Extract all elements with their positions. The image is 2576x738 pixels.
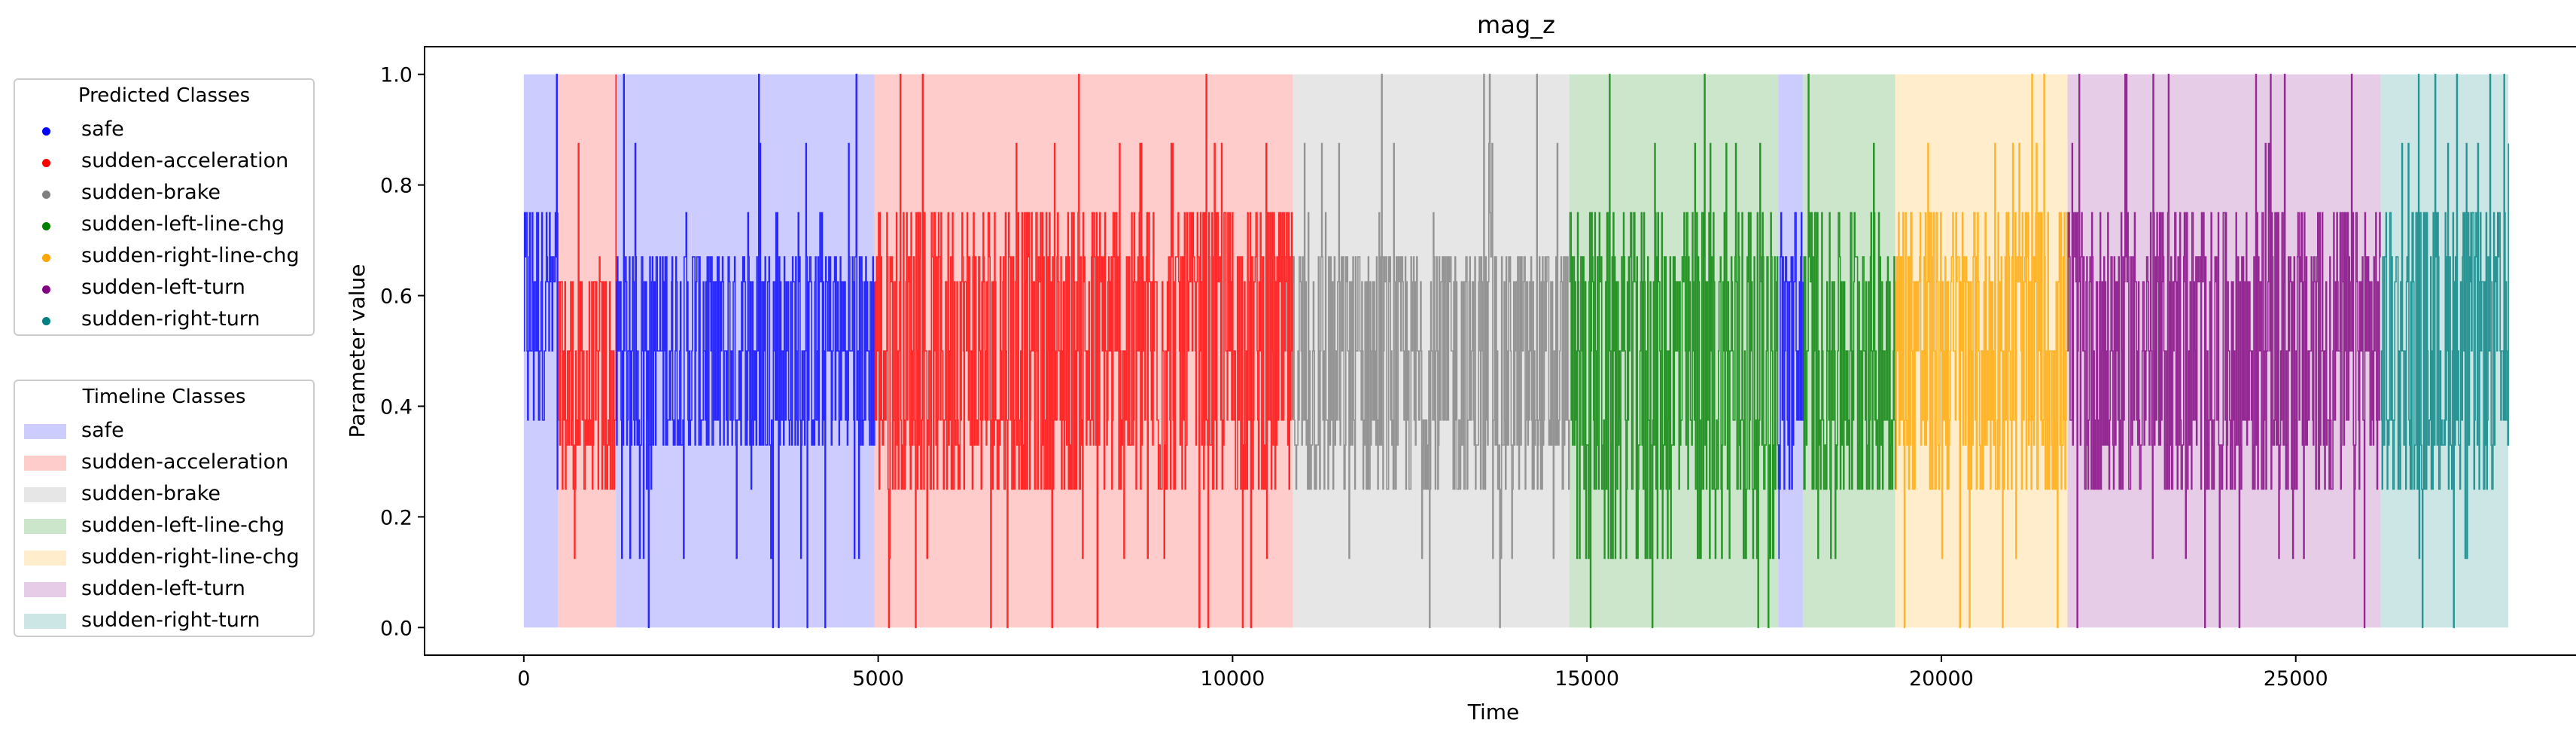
- predicted-legend-item-safe: safe: [15, 114, 313, 145]
- timeline-classes-legend: Timeline Classes safe sudden-acceleratio…: [14, 380, 315, 637]
- predicted-legend-item-sudden-left-turn: sudden-left-turn: [15, 273, 313, 303]
- legend-marker-icon: [42, 127, 50, 136]
- legend-label: sudden-right-line-chg: [81, 244, 300, 267]
- y-axis: 0.0 0.2 0.4 0.6 0.8 1.0: [380, 64, 425, 640]
- series-line-sudden-acceleration: [558, 74, 617, 560]
- legend-label: sudden-left-turn: [81, 276, 245, 299]
- legend-marker-icon: [42, 222, 50, 230]
- timeline-legend-title: Timeline Classes: [82, 386, 246, 408]
- legend-label: sudden-brake: [81, 482, 221, 505]
- series-line-sudden-left-line-chg: [1803, 73, 1896, 560]
- legend-marker-icon: [42, 254, 50, 262]
- predicted-legend-item-sudden-brake: sudden-brake: [15, 178, 313, 208]
- predicted-classes-legend: Predicted Classes safe sudden-accelerati…: [14, 78, 315, 336]
- timeline-legend-item-sudden-acceleration: sudden-acceleration: [15, 447, 313, 477]
- y-tick-label: 0.4: [380, 395, 413, 419]
- timeline-legend-item-sudden-left-turn: sudden-left-turn: [15, 574, 313, 604]
- timeline-legend-item-sudden-right-turn: sudden-right-turn: [15, 605, 313, 636]
- legend-patch-icon: [24, 487, 66, 502]
- legend-patch-icon: [24, 614, 66, 629]
- y-tick-label: 1.0: [380, 64, 413, 87]
- timeline-legend-item-sudden-right-line-chg: sudden-right-line-chg: [15, 542, 313, 572]
- series-line-sudden-brake: [1293, 73, 1570, 629]
- legend-label: sudden-right-line-chg: [81, 545, 300, 569]
- timeline-legend-item-sudden-left-line-chg: sudden-left-line-chg: [15, 511, 313, 541]
- legend-marker-icon: [42, 191, 50, 199]
- series-line-sudden-right-line-chg: [1895, 73, 2069, 629]
- series-line-safe: [523, 73, 559, 490]
- legend-marker-icon: [42, 159, 50, 167]
- series-line-sudden-right-turn: [2380, 73, 2509, 629]
- legend-label: sudden-acceleration: [81, 149, 289, 172]
- series-line-safe: [616, 73, 875, 629]
- legend-marker-icon: [42, 317, 50, 325]
- x-tick-label: 10000: [1200, 667, 1265, 691]
- legend-patch-icon: [24, 456, 66, 471]
- legend-patch-icon: [24, 582, 66, 597]
- x-tick-label: 15000: [1554, 667, 1619, 691]
- x-axis-label: Time: [1467, 700, 1520, 724]
- x-tick-label: 0: [517, 667, 530, 691]
- predicted-legend-title: Predicted Classes: [78, 84, 251, 107]
- y-tick-label: 0.6: [380, 285, 413, 309]
- legend-label: sudden-right-turn: [81, 608, 260, 632]
- y-tick-label: 0.2: [380, 506, 413, 529]
- series-line-safe: [1778, 212, 1804, 560]
- x-tick-label: 20000: [1909, 667, 1974, 691]
- predicted-legend-item-sudden-right-line-chg: sudden-right-line-chg: [15, 241, 313, 271]
- series-line-sudden-acceleration: [874, 73, 1294, 629]
- plot-frame: [424, 46, 2576, 656]
- timeline-legend-item-safe: safe: [15, 416, 313, 446]
- series-line-sudden-left-line-chg: [1569, 73, 1780, 629]
- timeline-band-sudden-acceleration: [874, 74, 1293, 628]
- y-axis-label: Parameter value: [345, 264, 370, 438]
- legend-label: sudden-brake: [81, 181, 221, 204]
- legend-patch-icon: [24, 519, 66, 534]
- predicted-legend-item-sudden-left-line-chg: sudden-left-line-chg: [15, 209, 313, 239]
- y-tick-label: 0.8: [380, 175, 413, 198]
- timeline-legend-item-sudden-brake: sudden-brake: [15, 479, 313, 509]
- x-tick-label: 5000: [852, 667, 904, 691]
- signal-lines: [523, 73, 2509, 629]
- chart-title: mag_z: [1477, 11, 1555, 39]
- legend-patch-icon: [24, 550, 66, 566]
- legend-label: sudden-acceleration: [81, 450, 289, 474]
- legend-label: sudden-left-turn: [81, 577, 245, 600]
- legend-label: sudden-right-turn: [81, 307, 260, 331]
- legend-label: safe: [81, 117, 124, 141]
- predicted-legend-item-sudden-right-turn: sudden-right-turn: [15, 304, 313, 334]
- legend-marker-icon: [42, 285, 50, 294]
- legend-label: sudden-left-line-chg: [81, 514, 285, 537]
- predicted-legend-item-sudden-acceleration: sudden-acceleration: [15, 146, 313, 176]
- legend-label: safe: [81, 419, 124, 442]
- series-line-sudden-left-turn: [2067, 73, 2381, 629]
- x-axis: 0 5000 10000 15000 20000 25000: [517, 655, 2328, 691]
- y-tick-label: 0.0: [380, 617, 413, 640]
- legend-label: sudden-left-line-chg: [81, 212, 285, 236]
- legend-patch-icon: [24, 424, 66, 439]
- x-tick-label: 25000: [2264, 667, 2328, 691]
